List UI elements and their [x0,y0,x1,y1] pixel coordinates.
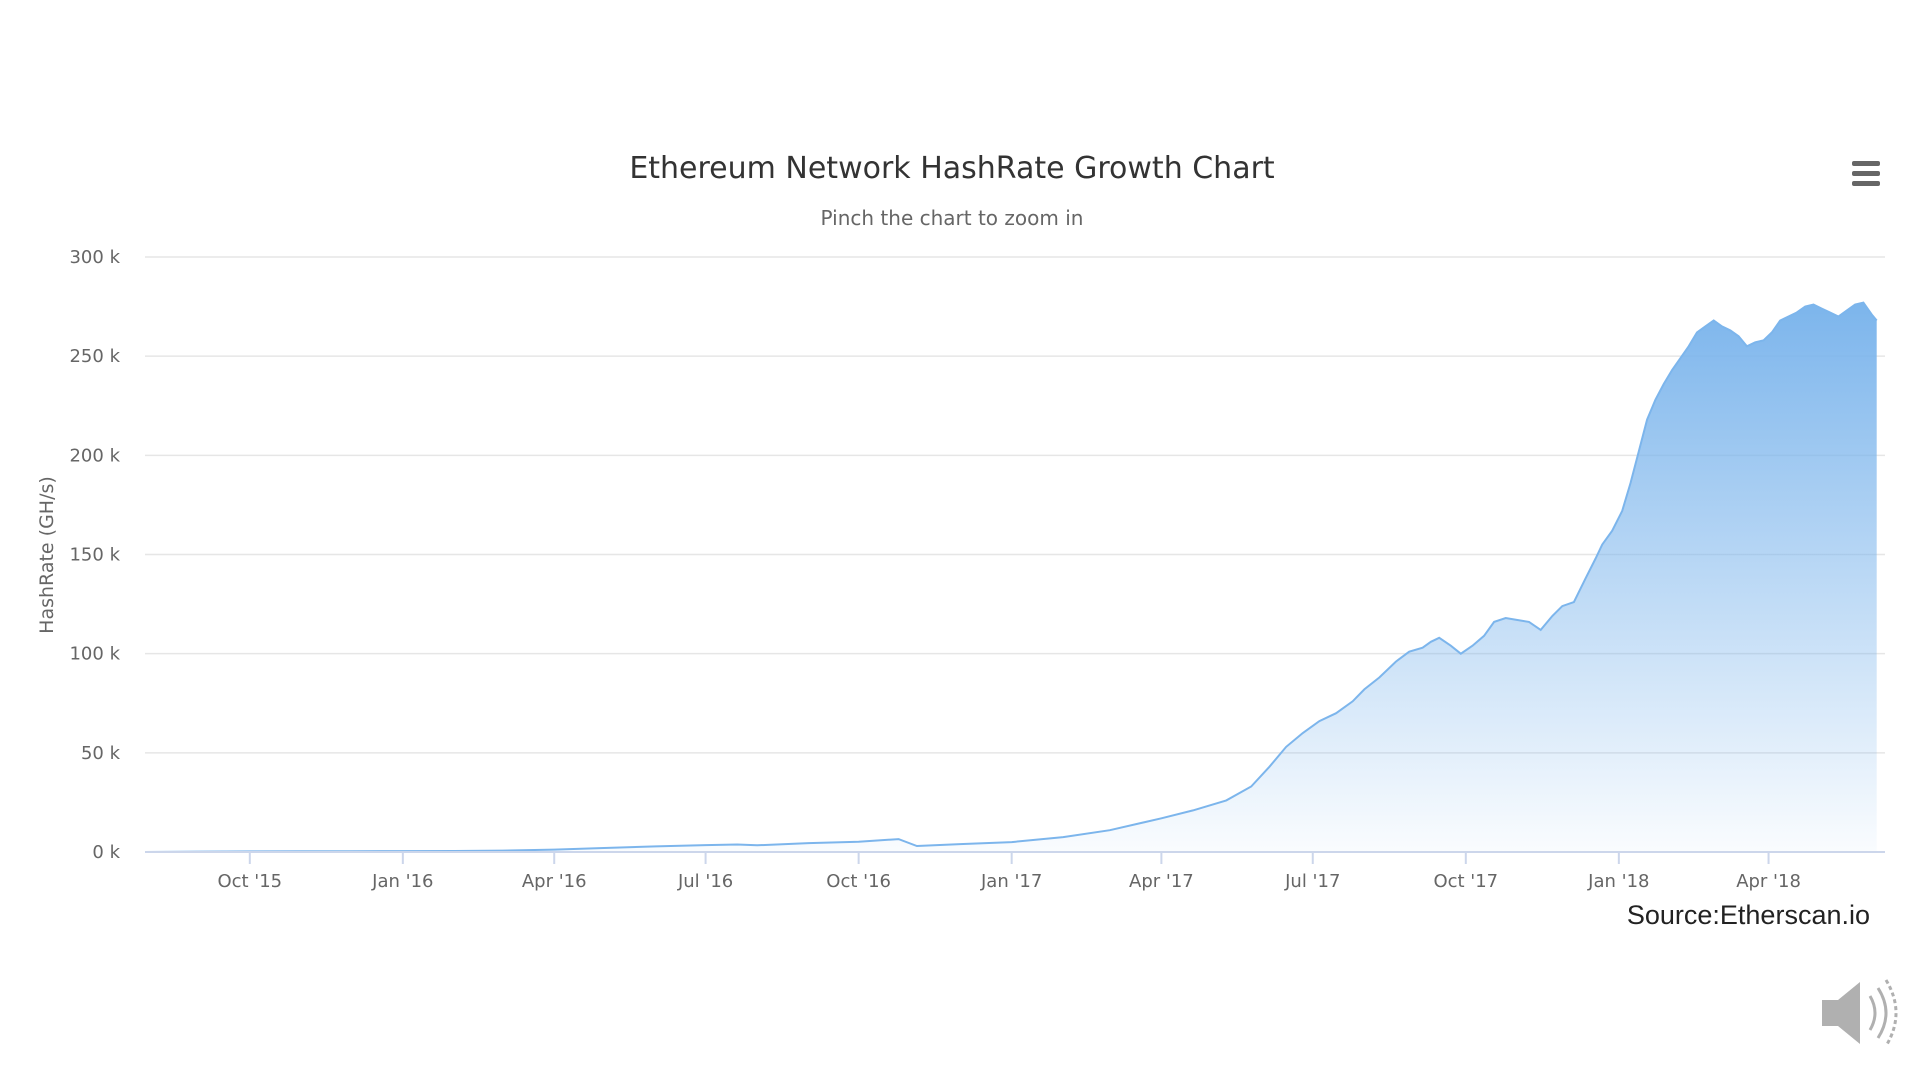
x-tick-label: Oct '16 [826,871,891,892]
x-tick-label: Jul '16 [677,871,733,892]
x-tick-label: Jan '17 [980,871,1042,892]
hamburger-menu-icon[interactable] [1852,161,1880,186]
x-tick-label: Apr '16 [522,871,587,892]
x-tick-label: Apr '17 [1129,871,1194,892]
y-tick-label: 100 k [69,644,120,665]
y-tick-label: 0 k [92,842,120,863]
axis-layer [145,851,1885,864]
x-tick-label: Oct '15 [217,871,282,892]
y-tick-label: 150 k [69,545,120,566]
hashrate-area [145,302,1877,853]
y-tick-label: 50 k [81,743,121,764]
series-area-layer [144,301,1878,853]
y-axis-title: HashRate (GH/s) [36,476,58,634]
x-tick-label: Jul '17 [1284,871,1340,892]
x-tick-label: Jan '16 [371,871,433,892]
x-axis-labels: Oct '15 Jan '16 Apr '16 Jul '16 Oct '16 Jan '… [217,871,1800,892]
y-tick-label: 300 k [69,247,120,268]
y-tick-label: 200 k [69,445,120,466]
hashrate-line [144,301,1878,853]
x-tick-label: Apr '18 [1736,871,1801,892]
chart-subtitle: Pinch the chart to zoom in [821,206,1084,230]
x-tick-label: Oct '17 [1433,871,1498,892]
y-axis-labels: 0 k 50 k 100 k 150 k 200 k 250 k 300 k [69,247,120,863]
x-tick-label: Jan '18 [1587,871,1649,892]
y-tick-label: 250 k [69,346,120,367]
chart-title: Ethereum Network HashRate Growth Chart [629,151,1275,186]
speaker-icon[interactable] [1822,979,1898,1047]
source-label: Source:Etherscan.io [1627,900,1870,930]
